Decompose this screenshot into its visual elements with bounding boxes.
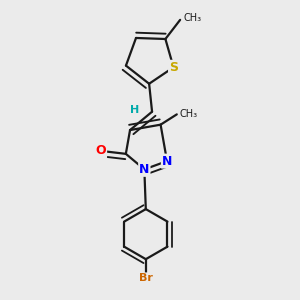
Text: H: H bbox=[130, 105, 140, 115]
Text: CH₃: CH₃ bbox=[180, 110, 198, 119]
Text: Br: Br bbox=[139, 273, 153, 283]
Text: S: S bbox=[169, 61, 178, 74]
Text: N: N bbox=[162, 154, 172, 168]
Text: CH₃: CH₃ bbox=[183, 14, 201, 23]
Text: O: O bbox=[95, 144, 106, 158]
Text: N: N bbox=[139, 163, 149, 176]
